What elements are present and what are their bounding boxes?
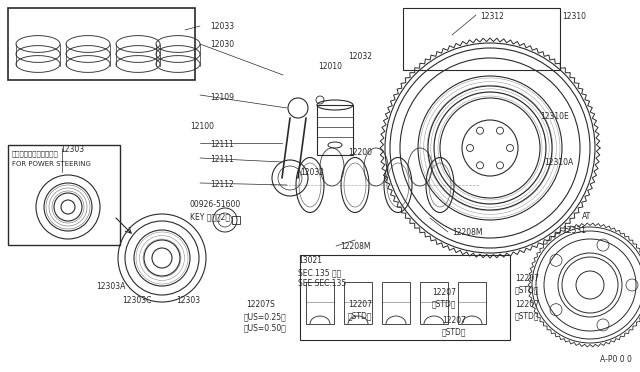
Text: 12208M: 12208M [340, 242, 371, 251]
Text: 12207: 12207 [348, 300, 372, 309]
Text: 12111: 12111 [210, 155, 234, 164]
Text: KEY キー（2）: KEY キー（2） [190, 212, 230, 221]
Text: 12112: 12112 [210, 180, 234, 189]
Text: 12312: 12312 [480, 12, 504, 21]
Bar [8, 145, 120, 245]
Text: AT: AT [582, 212, 591, 221]
Text: 12310: 12310 [562, 12, 586, 21]
Text: SEC.135 参照: SEC.135 参照 [298, 268, 341, 277]
Text: 12032: 12032 [300, 168, 324, 177]
Bar [458, 282, 486, 324]
Text: （STD）: （STD） [515, 285, 540, 294]
Text: 12331: 12331 [562, 226, 586, 235]
Text: 12207: 12207 [442, 316, 466, 325]
Text: A-P0 0 0: A-P0 0 0 [600, 355, 632, 364]
Bar [300, 255, 510, 340]
Bar [344, 282, 372, 324]
Text: 12032: 12032 [348, 52, 372, 61]
Text: 12303C: 12303C [122, 296, 152, 305]
Text: FOR POWER STEERING: FOR POWER STEERING [12, 161, 91, 167]
Text: （STD）: （STD） [515, 311, 540, 320]
Text: 12010: 12010 [318, 62, 342, 71]
Text: 12208M: 12208M [452, 228, 483, 237]
Text: 12207: 12207 [515, 274, 539, 283]
Text: パワーステアリング仕様: パワーステアリング仕様 [12, 150, 59, 157]
Text: 00926-51600: 00926-51600 [190, 200, 241, 209]
Text: 13021: 13021 [298, 256, 322, 265]
Text: 12200: 12200 [348, 148, 372, 157]
Text: （US=0.25）: （US=0.25） [244, 312, 287, 321]
Text: 12207: 12207 [432, 288, 456, 297]
Text: 12109: 12109 [210, 93, 234, 102]
Text: ＼STD＾: ＼STD＾ [432, 299, 456, 308]
Bar [232, 216, 240, 224]
Text: 12030: 12030 [210, 40, 234, 49]
Bar [306, 282, 334, 324]
Text: 12303: 12303 [60, 145, 84, 154]
Text: SEE SEC.135: SEE SEC.135 [298, 279, 346, 288]
Text: 12303A: 12303A [96, 282, 125, 291]
Bar [382, 282, 410, 324]
Text: 12033: 12033 [210, 22, 234, 31]
Bar [420, 282, 448, 324]
Text: 12303: 12303 [176, 296, 200, 305]
Bar [8, 8, 195, 80]
Text: 12100: 12100 [190, 122, 214, 131]
Text: ＼STD＾: ＼STD＾ [348, 311, 372, 320]
Text: （STD）: （STD） [442, 327, 467, 336]
Text: 12111: 12111 [210, 140, 234, 149]
Text: 12207S: 12207S [246, 300, 275, 309]
Bar [317, 105, 353, 155]
Text: （US=0.50）: （US=0.50） [244, 323, 287, 332]
Text: 12310A: 12310A [544, 158, 573, 167]
Bar [403, 8, 560, 70]
Text: 12207: 12207 [515, 300, 539, 309]
Text: 12310E: 12310E [540, 112, 569, 121]
